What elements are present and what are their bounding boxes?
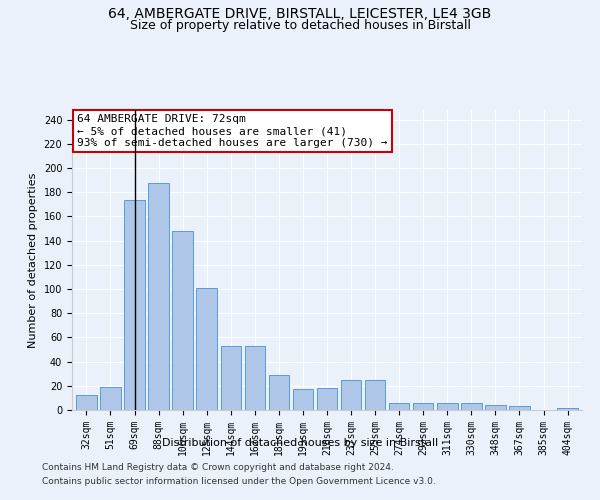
Text: Contains public sector information licensed under the Open Government Licence v3: Contains public sector information licen… — [42, 477, 436, 486]
Bar — [509, 406, 530, 410]
Bar — [485, 405, 506, 410]
Bar — [245, 346, 265, 410]
Bar — [413, 402, 433, 410]
Bar — [317, 388, 337, 410]
Bar — [437, 402, 458, 410]
Bar — [341, 380, 361, 410]
Text: Distribution of detached houses by size in Birstall: Distribution of detached houses by size … — [162, 438, 438, 448]
Y-axis label: Number of detached properties: Number of detached properties — [28, 172, 38, 348]
Text: Size of property relative to detached houses in Birstall: Size of property relative to detached ho… — [130, 18, 470, 32]
Text: 64, AMBERGATE DRIVE, BIRSTALL, LEICESTER, LE4 3GB: 64, AMBERGATE DRIVE, BIRSTALL, LEICESTER… — [109, 8, 491, 22]
Bar — [461, 402, 482, 410]
Bar — [221, 346, 241, 410]
Bar — [100, 387, 121, 410]
Bar — [148, 182, 169, 410]
Bar — [269, 375, 289, 410]
Bar — [172, 231, 193, 410]
Bar — [557, 408, 578, 410]
Bar — [389, 402, 409, 410]
Bar — [365, 380, 385, 410]
Bar — [124, 200, 145, 410]
Text: Contains HM Land Registry data © Crown copyright and database right 2024.: Contains HM Land Registry data © Crown c… — [42, 464, 394, 472]
Bar — [76, 396, 97, 410]
Bar — [196, 288, 217, 410]
Text: 64 AMBERGATE DRIVE: 72sqm
← 5% of detached houses are smaller (41)
93% of semi-d: 64 AMBERGATE DRIVE: 72sqm ← 5% of detach… — [77, 114, 388, 148]
Bar — [293, 390, 313, 410]
